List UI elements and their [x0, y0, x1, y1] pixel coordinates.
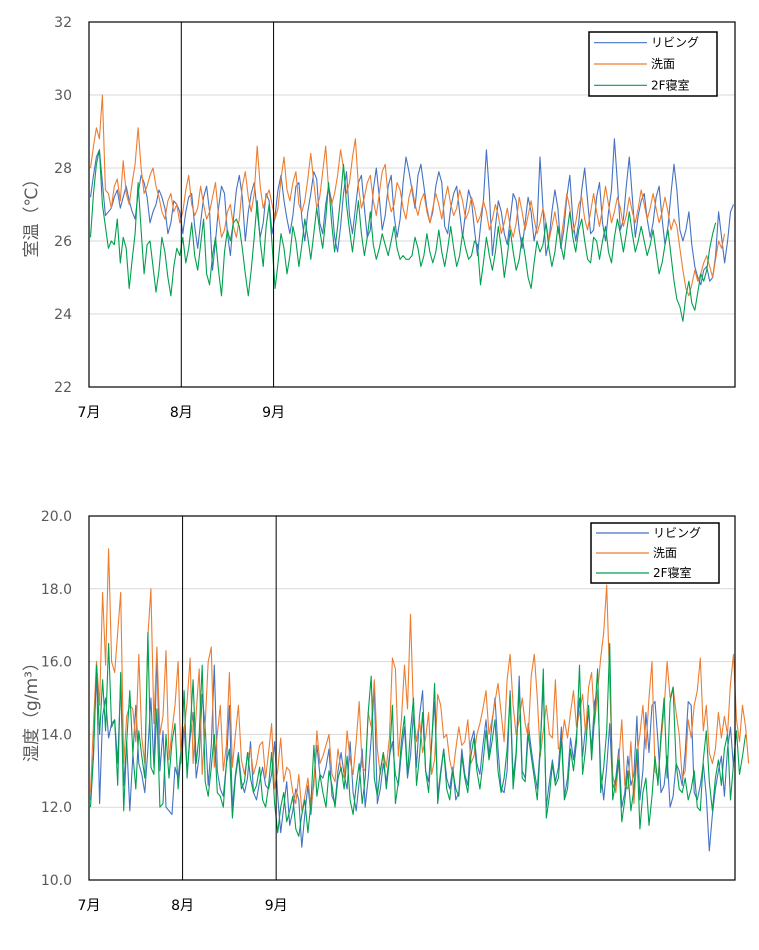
humidity-y-tick-label: 12.0: [41, 800, 72, 816]
temperature-x-tick-label: 9月: [262, 405, 285, 421]
humidity-y-tick-label: 16.0: [41, 655, 72, 671]
temperature-series-line-2: [89, 149, 717, 322]
temperature-y-axis-label: 室温（℃）: [22, 170, 42, 257]
temperature-gridlines: [89, 94, 735, 315]
humidity-legend-label: リビング: [653, 526, 701, 540]
humidity-y-tick-label: 14.0: [41, 727, 72, 743]
humidity-x-tick-label: 8月: [171, 898, 194, 914]
temperature-x-tick-label: 8月: [170, 405, 193, 421]
humidity-series: [89, 548, 750, 852]
temperature-y-ticks: 22 24 26 28 30 32: [54, 15, 72, 396]
temperature-month-lines: [180, 22, 275, 387]
temperature-x-tick-label: 7月: [78, 405, 101, 421]
humidity-y-tick-label: 18.0: [41, 582, 72, 598]
humidity-x-tick-label: 9月: [265, 898, 288, 914]
temperature-series: [89, 94, 735, 322]
temperature-y-tick-label: 26: [54, 234, 72, 250]
temperature-series-line-1: [89, 94, 726, 297]
temperature-legend-label: 2F寝室: [651, 77, 690, 92]
temperature-plot-frame: [88, 21, 736, 388]
temperature-y-tick-label: 30: [54, 88, 72, 104]
humidity-x-ticks: 7月 8月 9月: [78, 898, 288, 914]
temperature-legend-label: 洗面: [651, 57, 675, 71]
humidity-x-tick-label: 7月: [78, 898, 101, 914]
humidity-y-axis-label: 湿度（g/m³）: [22, 654, 42, 762]
humidity-series-line-2: [89, 631, 747, 837]
humidity-chart: 10.0 12.0 14.0 16.0 18.0 20.0 7月 8月 9月 湿度（g/m³）…: [22, 509, 750, 914]
temperature-series-line-0: [89, 138, 735, 286]
humidity-legend-label: 洗面: [653, 546, 677, 560]
temperature-y-tick-label: 24: [54, 307, 72, 323]
humidity-y-tick-label: 10.0: [41, 873, 72, 889]
humidity-series-line-0: [89, 653, 735, 852]
humidity-series-line-1: [89, 548, 750, 812]
temperature-y-tick-label: 28: [54, 161, 72, 177]
temperature-y-tick-label: 22: [54, 380, 72, 396]
humidity-month-lines: [182, 516, 277, 880]
humidity-plot-frame: [88, 515, 736, 881]
temperature-y-tick-label: 32: [54, 15, 72, 31]
temperature-legend-label: リビング: [651, 36, 699, 50]
humidity-y-tick-label: 20.0: [41, 509, 72, 525]
temperature-x-ticks: 7月 8月 9月: [78, 405, 285, 421]
humidity-legend-label: 2F寝室: [653, 565, 692, 580]
humidity-y-ticks: 10.0 12.0 14.0 16.0 18.0 20.0: [41, 509, 72, 889]
